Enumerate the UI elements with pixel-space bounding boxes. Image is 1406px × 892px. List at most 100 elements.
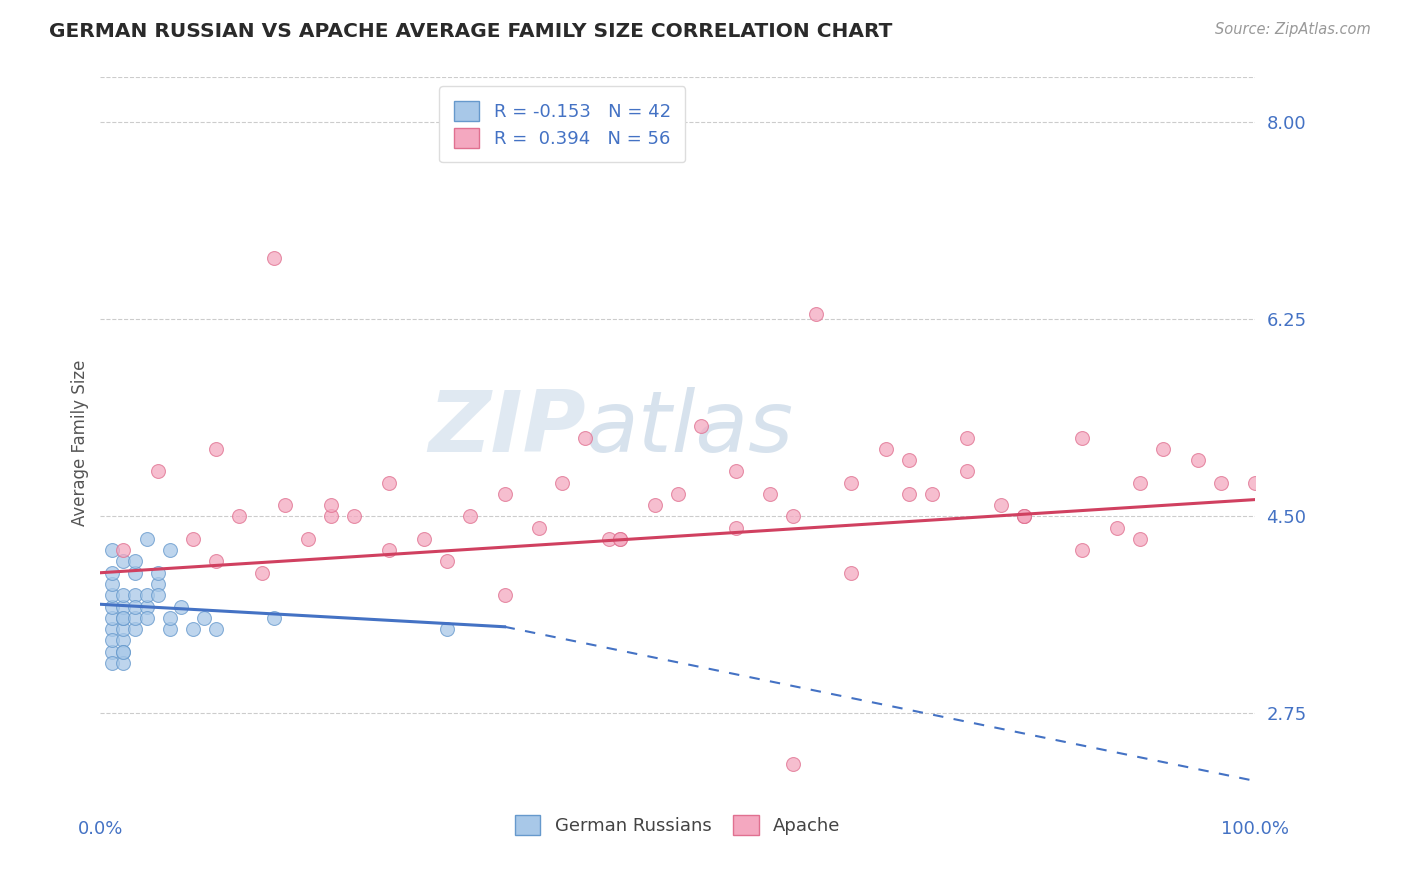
Point: [112, 633, 135, 648]
Point: [1209, 475, 1232, 490]
Point: [101, 644, 124, 658]
Point: [1244, 475, 1267, 490]
Point: [159, 611, 181, 625]
Point: [101, 588, 124, 602]
Point: [1071, 543, 1094, 558]
Point: [146, 566, 169, 580]
Point: [112, 554, 135, 568]
Point: [205, 622, 228, 636]
Point: [551, 475, 574, 490]
Point: [609, 532, 631, 546]
Point: [124, 588, 146, 602]
Point: [1129, 475, 1152, 490]
Point: [724, 465, 747, 479]
Text: atlas: atlas: [585, 387, 793, 470]
Point: [159, 543, 181, 558]
Point: [955, 431, 977, 445]
Point: [529, 521, 551, 535]
Point: [343, 509, 366, 524]
Point: [124, 622, 146, 636]
Point: [1014, 509, 1036, 524]
Point: [806, 307, 828, 321]
Point: [135, 588, 157, 602]
Point: [921, 487, 943, 501]
Point: [112, 611, 135, 625]
Point: [1014, 509, 1036, 524]
Point: [494, 588, 516, 602]
Point: [205, 554, 228, 568]
Point: [112, 588, 135, 602]
Point: [112, 644, 135, 658]
Point: [1014, 509, 1036, 524]
Point: [897, 487, 920, 501]
Point: [146, 577, 169, 591]
Point: [574, 431, 596, 445]
Point: [205, 442, 228, 456]
Point: [170, 599, 193, 614]
Point: [609, 532, 631, 546]
Point: [666, 487, 689, 501]
Point: [101, 577, 124, 591]
Point: [436, 554, 458, 568]
Point: [124, 566, 146, 580]
Point: [181, 622, 204, 636]
Point: [839, 475, 862, 490]
Point: [124, 554, 146, 568]
Point: [112, 656, 135, 670]
Point: [644, 498, 666, 512]
Point: [782, 509, 804, 524]
Text: ZIP: ZIP: [427, 387, 585, 470]
Point: [990, 498, 1012, 512]
Point: [101, 566, 124, 580]
Point: [112, 644, 135, 658]
Point: [759, 487, 782, 501]
Point: [112, 599, 135, 614]
Point: [146, 465, 169, 479]
Text: GERMAN RUSSIAN VS APACHE AVERAGE FAMILY SIZE CORRELATION CHART: GERMAN RUSSIAN VS APACHE AVERAGE FAMILY …: [49, 22, 893, 41]
Point: [875, 442, 897, 456]
Point: [724, 521, 747, 535]
Point: [690, 419, 713, 434]
Point: [263, 611, 285, 625]
Point: [159, 622, 181, 636]
Point: [101, 611, 124, 625]
Point: [135, 599, 157, 614]
Point: [297, 532, 319, 546]
Point: [101, 656, 124, 670]
Point: [1129, 532, 1152, 546]
Point: [135, 532, 157, 546]
Point: [412, 532, 434, 546]
Point: [378, 475, 401, 490]
Point: [193, 611, 215, 625]
Point: [263, 251, 285, 265]
Point: [112, 611, 135, 625]
Point: [1152, 442, 1174, 456]
Point: [135, 611, 157, 625]
Point: [1071, 431, 1094, 445]
Point: [598, 532, 620, 546]
Point: [274, 498, 297, 512]
Point: [124, 599, 146, 614]
Point: [378, 543, 401, 558]
Point: [101, 633, 124, 648]
Point: [1105, 521, 1128, 535]
Point: [250, 566, 273, 580]
Point: [897, 453, 920, 467]
Point: [782, 757, 804, 772]
Point: [839, 566, 862, 580]
Text: Source: ZipAtlas.com: Source: ZipAtlas.com: [1215, 22, 1371, 37]
Point: [1187, 453, 1209, 467]
Y-axis label: Average Family Size: Average Family Size: [72, 360, 89, 526]
Point: [321, 509, 343, 524]
Point: [458, 509, 481, 524]
Point: [228, 509, 250, 524]
Point: [101, 543, 124, 558]
Point: [146, 588, 169, 602]
Point: [436, 622, 458, 636]
Point: [321, 498, 343, 512]
Point: [124, 611, 146, 625]
Legend: German Russians, Apache: German Russians, Apache: [506, 806, 849, 844]
Point: [112, 622, 135, 636]
Point: [112, 543, 135, 558]
Point: [955, 465, 977, 479]
